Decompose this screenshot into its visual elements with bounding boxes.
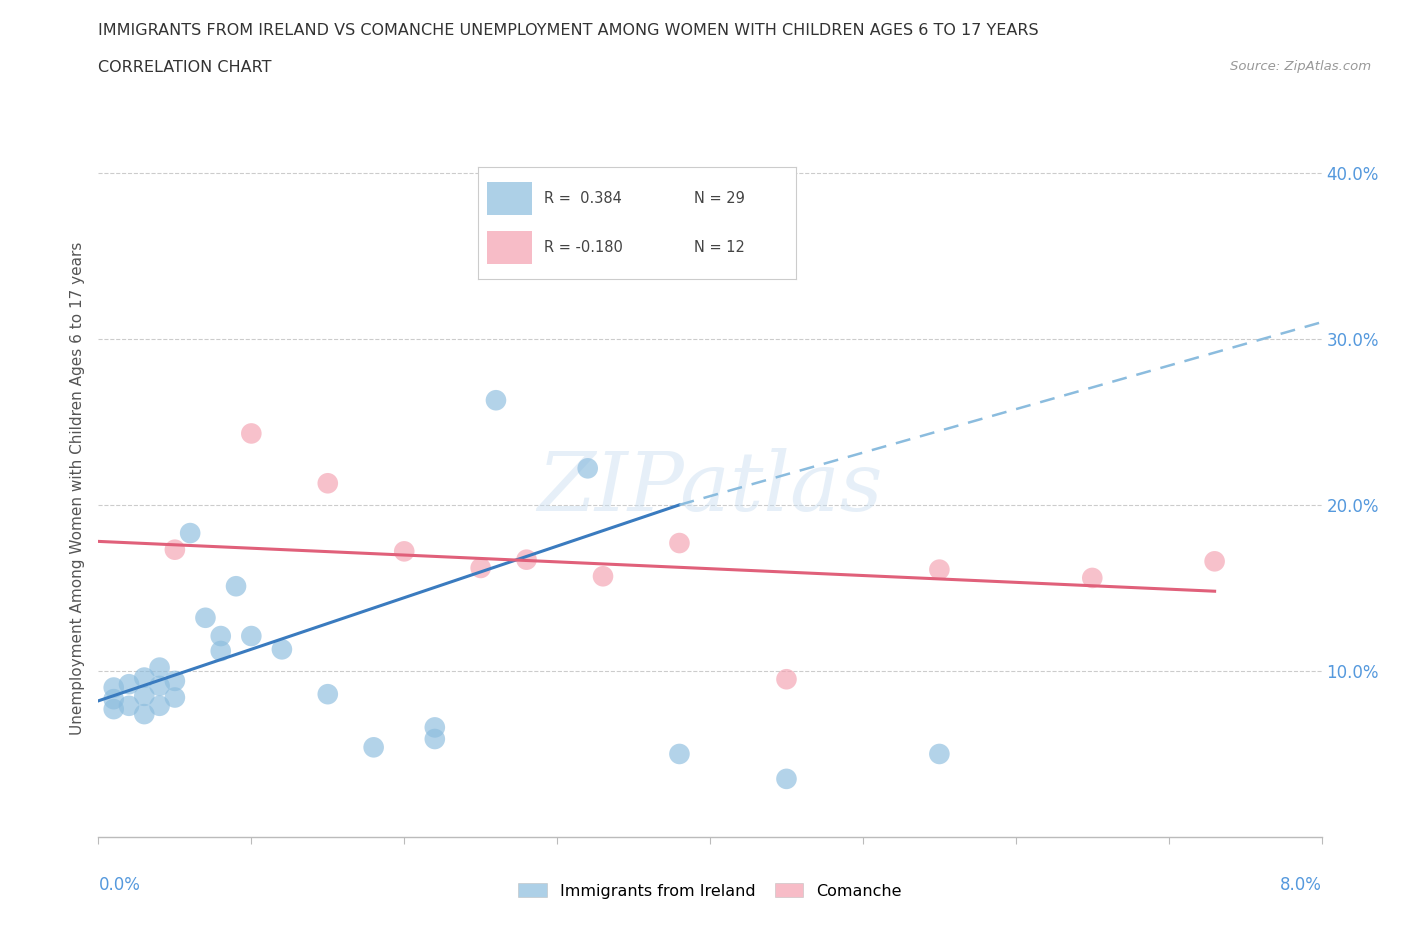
Point bbox=[423, 720, 446, 735]
Point bbox=[470, 561, 492, 576]
Point bbox=[485, 392, 508, 407]
Point bbox=[103, 692, 125, 707]
Point bbox=[134, 707, 156, 722]
Point bbox=[194, 610, 217, 625]
Point bbox=[163, 542, 186, 557]
Point bbox=[209, 644, 232, 658]
Point bbox=[316, 476, 339, 491]
Point bbox=[1204, 554, 1226, 569]
Point bbox=[423, 732, 446, 747]
Point bbox=[775, 772, 797, 787]
Point bbox=[103, 680, 125, 695]
Point bbox=[134, 671, 156, 685]
Point bbox=[775, 671, 797, 686]
Text: 8.0%: 8.0% bbox=[1279, 876, 1322, 894]
Y-axis label: Unemployment Among Women with Children Ages 6 to 17 years: Unemployment Among Women with Children A… bbox=[69, 242, 84, 735]
Point bbox=[118, 698, 141, 713]
Point bbox=[103, 701, 125, 716]
Point bbox=[149, 660, 172, 675]
Point bbox=[225, 578, 247, 593]
Point bbox=[270, 642, 294, 657]
Text: CORRELATION CHART: CORRELATION CHART bbox=[98, 60, 271, 75]
Point bbox=[576, 461, 599, 476]
Point bbox=[209, 629, 232, 644]
Point bbox=[516, 552, 538, 567]
Point bbox=[118, 677, 141, 692]
Point bbox=[240, 426, 263, 441]
Point bbox=[928, 562, 950, 577]
Point bbox=[163, 690, 186, 705]
Text: ZIPatlas: ZIPatlas bbox=[537, 448, 883, 528]
Point bbox=[668, 747, 690, 762]
Point bbox=[392, 544, 416, 559]
Point bbox=[149, 679, 172, 694]
Point bbox=[240, 629, 263, 644]
Point bbox=[668, 536, 690, 551]
Point bbox=[179, 525, 201, 540]
Point bbox=[149, 698, 172, 713]
Point bbox=[134, 688, 156, 703]
Legend: Immigrants from Ireland, Comanche: Immigrants from Ireland, Comanche bbox=[519, 884, 901, 898]
Point bbox=[163, 673, 186, 688]
Text: Source: ZipAtlas.com: Source: ZipAtlas.com bbox=[1230, 60, 1371, 73]
Text: 0.0%: 0.0% bbox=[98, 876, 141, 894]
Point bbox=[316, 686, 339, 701]
Text: IMMIGRANTS FROM IRELAND VS COMANCHE UNEMPLOYMENT AMONG WOMEN WITH CHILDREN AGES : IMMIGRANTS FROM IRELAND VS COMANCHE UNEM… bbox=[98, 23, 1039, 38]
Point bbox=[928, 747, 950, 762]
Point bbox=[1081, 570, 1104, 585]
Point bbox=[363, 740, 385, 755]
Point bbox=[592, 569, 614, 584]
